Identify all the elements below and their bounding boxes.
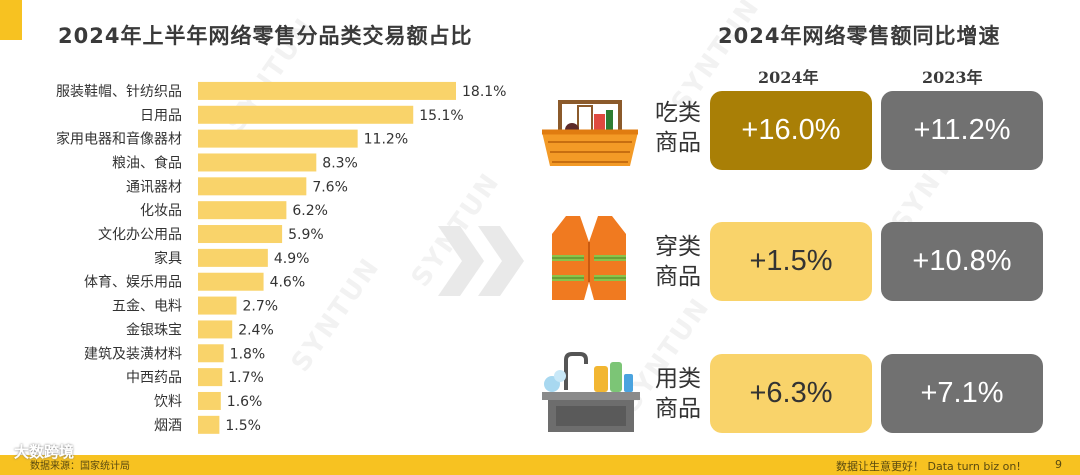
category-label-household: 用类 商品 <box>655 366 701 422</box>
data-label: 6.2% <box>292 203 328 219</box>
growth-table-title: 2024年网络零售额同比增速 <box>718 24 1001 48</box>
data-label: 1.5% <box>225 418 261 434</box>
category-label: 体育、娱乐用品 <box>84 275 182 291</box>
bar <box>198 153 317 172</box>
page-number: 9 <box>1055 458 1062 471</box>
chevron-arrows-icon <box>438 226 524 296</box>
bar <box>198 320 233 339</box>
bar <box>198 201 287 220</box>
category-share-bar-chart: 服装鞋帽、针纺织品 18.1% 日用品 15.1% 家用电器和音像器材 11.2% 粮油、食… <box>56 81 506 434</box>
category-label: 建筑及装潢材料 <box>84 346 182 362</box>
data-label: 1.8% <box>230 346 266 362</box>
data-label: 4.6% <box>270 275 306 291</box>
bar <box>198 415 220 434</box>
bar <box>198 296 237 315</box>
growth-value-food-2023: +11.2% <box>881 91 1043 170</box>
category-label: 文化办公用品 <box>98 227 182 243</box>
data-label: 18.1% <box>462 84 506 100</box>
bar <box>198 368 223 387</box>
bar <box>198 344 224 363</box>
data-label: 8.3% <box>322 155 358 171</box>
bar <box>198 177 307 196</box>
growth-value-household-2023: +7.1% <box>881 354 1043 433</box>
data-label: 11.2% <box>364 132 408 148</box>
growth-value-clothing-2024: +1.5% <box>710 222 872 301</box>
data-label: 1.6% <box>227 394 263 410</box>
safety-vest-icon <box>552 216 626 300</box>
data-label: 4.9% <box>274 251 310 267</box>
category-label: 日用品 <box>140 108 182 124</box>
footer-source: 数据来源：国家统计局 <box>30 461 130 472</box>
bar-chart-title: 2024年上半年网络零售分品类交易额占比 <box>58 24 473 48</box>
growth-value-clothing-2023: +10.8% <box>881 222 1043 301</box>
bar <box>198 248 268 267</box>
category-label: 化妆品 <box>140 203 182 219</box>
bar <box>198 129 358 148</box>
kitchen-sink-icon <box>542 352 640 432</box>
data-label: 5.9% <box>288 227 324 243</box>
corner-accent <box>0 0 22 40</box>
growth-value-household-2024: +6.3% <box>710 354 872 433</box>
bar <box>198 225 283 244</box>
data-label: 1.7% <box>228 370 264 386</box>
category-label: 中西药品 <box>126 370 182 386</box>
year-header-2023: 2023年 <box>922 68 983 87</box>
data-label: 2.4% <box>238 322 274 338</box>
category-label: 通讯器材 <box>126 179 182 195</box>
category-label-clothing: 穿类 商品 <box>655 234 701 290</box>
category-label: 家具 <box>154 250 182 267</box>
data-label: 15.1% <box>419 108 463 124</box>
growth-value-food-2024: +16.0% <box>710 91 872 170</box>
category-label-food: 吃类 商品 <box>655 100 701 156</box>
bar <box>198 105 414 124</box>
category-label: 烟酒 <box>154 418 182 434</box>
bar <box>198 81 456 100</box>
category-label: 五金、电料 <box>112 299 182 315</box>
category-label: 饮料 <box>154 394 182 410</box>
food-basket-icon <box>542 100 638 166</box>
category-label: 服装鞋帽、针纺织品 <box>56 84 182 100</box>
data-label: 7.6% <box>312 179 348 195</box>
bar <box>198 272 264 291</box>
category-label: 粮油、食品 <box>112 154 182 171</box>
bar <box>198 391 221 410</box>
category-label: 家用电器和音像器材 <box>56 131 182 148</box>
category-label: 金银珠宝 <box>126 322 182 338</box>
data-label: 2.7% <box>242 299 278 315</box>
footer-bar: 数据来源：国家统计局 数据让生意更好！ Data turn biz on! 9 <box>0 455 1080 475</box>
year-header-2024: 2024年 <box>758 68 819 87</box>
footer-slogan: 数据让生意更好！ Data turn biz on! <box>836 460 1021 473</box>
brand-logo: 大数跨境 <box>14 443 75 461</box>
